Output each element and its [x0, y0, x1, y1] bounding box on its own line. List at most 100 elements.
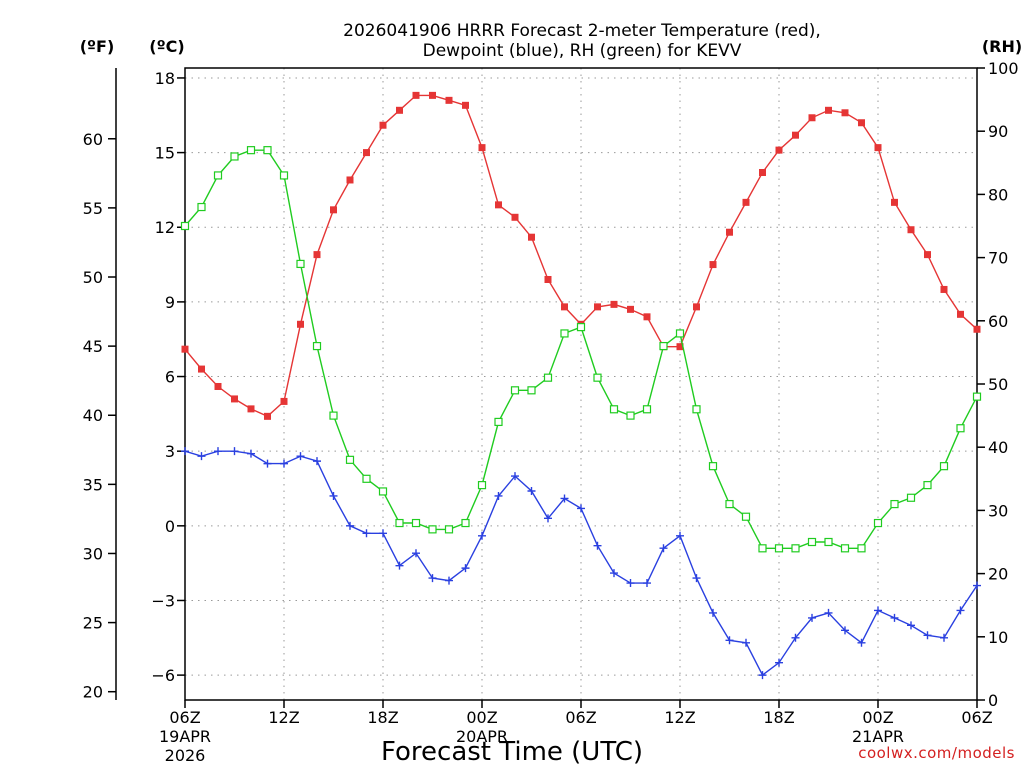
rh-point — [923, 481, 932, 490]
dewpoint-point — [923, 631, 932, 640]
rh-tick-label: 10 — [988, 628, 1008, 647]
fahrenheit-unit-label: (ºF) — [80, 37, 115, 56]
rh-point — [312, 341, 322, 351]
temperature-point — [445, 96, 453, 104]
time-tick-label: 06Z — [961, 708, 992, 727]
dewpoint-point — [544, 514, 552, 523]
rh-point — [395, 518, 404, 528]
dewpoint-point — [890, 613, 899, 622]
rh-point — [180, 221, 190, 231]
rh-point — [230, 152, 239, 161]
dewpoint-point — [610, 569, 618, 578]
temperature-point — [495, 201, 502, 209]
date-label: 21APR — [852, 727, 904, 746]
celsius-tick-label: 0 — [165, 517, 175, 536]
temperature-point — [627, 305, 634, 313]
rh-unit-label: (RH) — [982, 37, 1022, 56]
temperature-point — [511, 213, 519, 221]
temperature-point — [726, 228, 733, 236]
source-credit: coolwx.com/models — [858, 744, 1015, 762]
dewpoint-point — [775, 658, 783, 667]
rh-tick-label: 50 — [988, 375, 1008, 394]
rh-point — [791, 544, 800, 553]
rh-point — [758, 544, 767, 553]
temperature-point — [247, 405, 255, 413]
rh-point — [659, 341, 668, 351]
celsius-tick-label: −3 — [151, 591, 175, 610]
dewpoint-point — [445, 576, 453, 585]
rh-tick-label: 90 — [988, 122, 1008, 141]
dewpoint-point — [907, 621, 915, 630]
temperature-point — [610, 300, 618, 308]
rh-point — [213, 171, 223, 180]
celsius-axis: 18 15 12 9 6 3 0 −3 −6 — [151, 69, 185, 685]
rh-point — [956, 424, 965, 433]
rh-tick-label: 20 — [988, 565, 1008, 584]
rh-point — [576, 323, 586, 332]
rh-point — [824, 537, 833, 547]
rh-tick-label: 100 — [988, 59, 1019, 78]
rh-point — [840, 544, 850, 553]
dewpoint-point — [577, 504, 585, 513]
rh-point — [626, 411, 635, 420]
rh-point — [708, 462, 718, 471]
dewpoint-point — [214, 447, 222, 456]
celsius-tick-label: 18 — [155, 69, 175, 88]
rh-point — [741, 512, 751, 521]
rh-series-line — [184, 149, 978, 549]
time-tick-label: 06Z — [565, 708, 596, 727]
time-tick-label: 06Z — [169, 708, 200, 727]
rh-point — [609, 405, 619, 414]
rh-point — [890, 499, 899, 509]
rh-point — [345, 455, 355, 464]
dewpoint-point — [659, 544, 668, 553]
temperature-point — [462, 101, 469, 109]
time-tick-label: 12Z — [268, 708, 299, 727]
temperature-point — [363, 149, 370, 157]
rh-point — [362, 474, 371, 483]
dewpoint-point — [379, 529, 387, 538]
celsius-tick-label: 12 — [155, 218, 175, 237]
dewpoint-point — [494, 491, 503, 500]
temperature-point — [841, 109, 849, 117]
celsius-tick-label: 6 — [165, 368, 175, 387]
dewpoint-point — [742, 638, 750, 647]
dewpoint-point — [346, 521, 354, 530]
temperature-point — [808, 114, 816, 122]
rh-tick-label: 30 — [988, 501, 1008, 520]
rh-point — [725, 499, 734, 509]
rh-point — [774, 544, 784, 553]
time-tick-label: 12Z — [664, 708, 695, 727]
rh-tick-label: 0 — [988, 691, 998, 710]
rh-point — [692, 405, 701, 414]
rh-point — [873, 518, 883, 528]
dewpoint-point — [956, 606, 965, 615]
rh-point — [642, 405, 652, 414]
rh-point — [807, 537, 817, 547]
temperature-point — [973, 325, 981, 333]
fahrenheit-axis: 60 55 50 45 40 35 30 25 20 — [83, 130, 116, 702]
dewpoint-point — [626, 579, 635, 588]
temperature-point — [528, 233, 535, 241]
dewpoint-point — [362, 529, 371, 538]
temperature-point — [858, 119, 865, 127]
fahrenheit-tick-label: 45 — [83, 337, 103, 356]
dewpoint-point — [329, 491, 338, 500]
temperature-point — [907, 226, 915, 234]
temperature-point — [742, 198, 750, 206]
date-label: 19APR — [159, 727, 211, 746]
dewpoint-point — [692, 574, 701, 583]
dewpoint-point — [263, 459, 272, 468]
rh-point — [329, 411, 338, 420]
dewpoint-point — [511, 472, 519, 481]
celsius-tick-label: −6 — [151, 666, 175, 685]
temperature-point — [478, 144, 486, 152]
celsius-unit-label: (ºC) — [149, 37, 184, 56]
celsius-tick-label: 9 — [165, 293, 175, 312]
temperature-point — [561, 303, 568, 311]
temperature-point — [330, 206, 337, 214]
temperature-point — [643, 313, 651, 321]
dewpoint-point — [808, 613, 816, 622]
